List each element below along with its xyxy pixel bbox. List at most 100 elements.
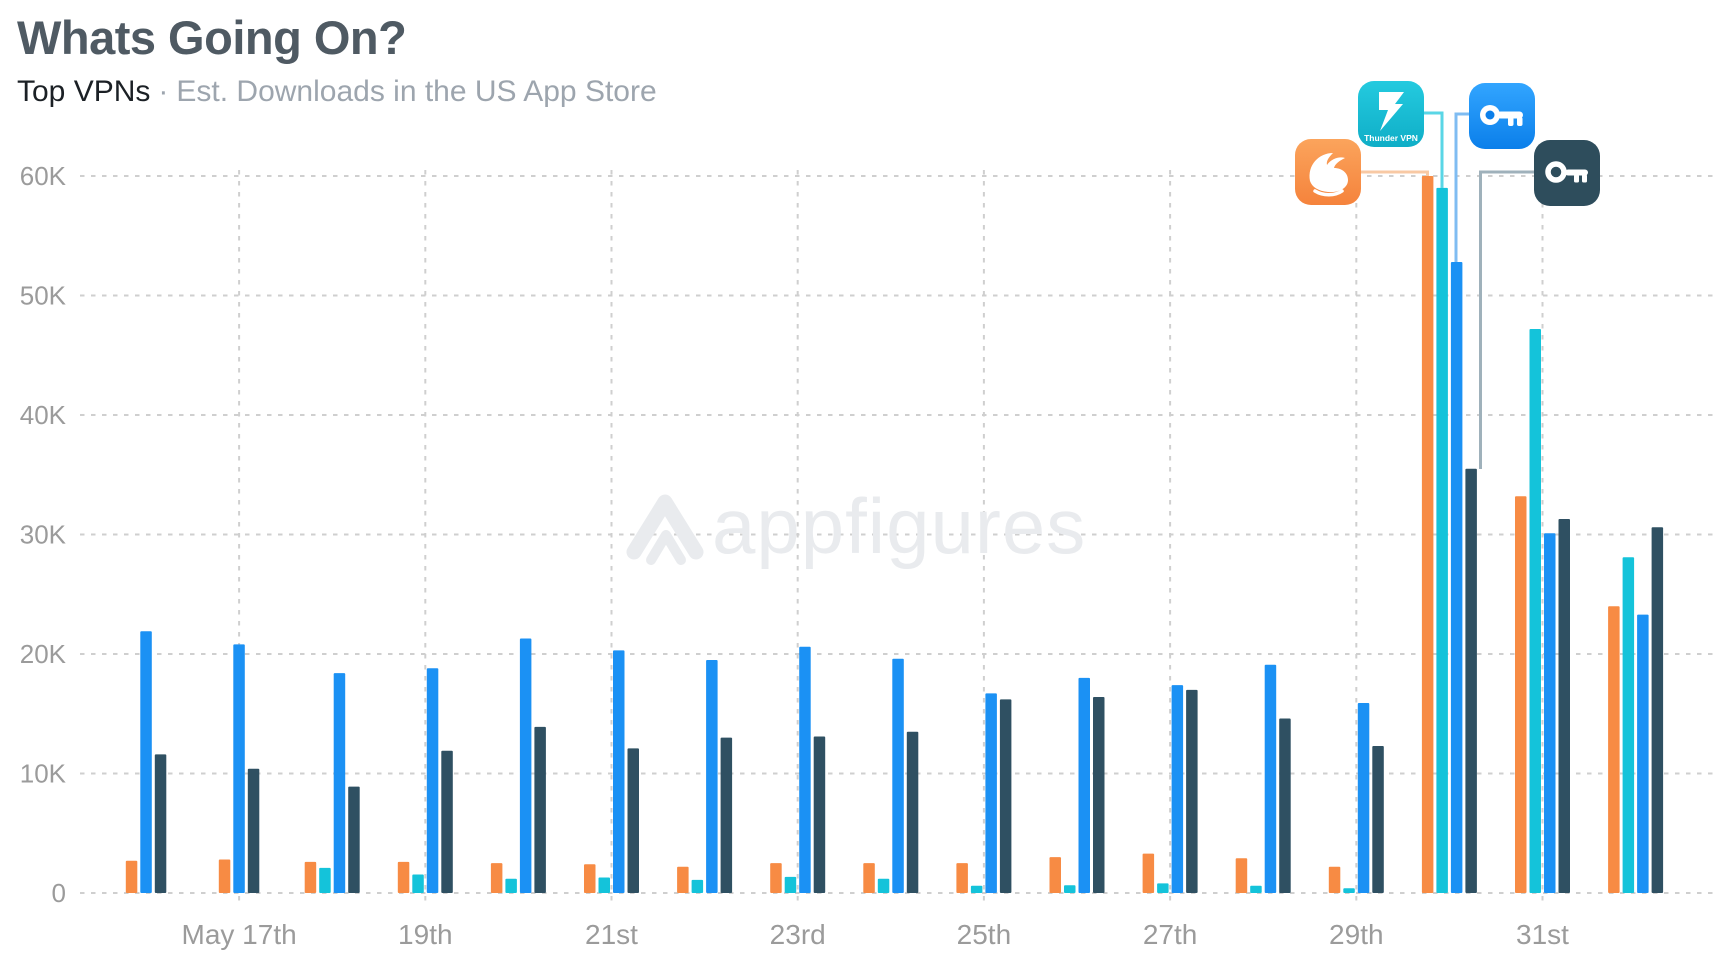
bar-thunder[interactable]	[598, 877, 611, 894]
bar-dark_key[interactable]	[1651, 527, 1664, 893]
subtitle-secondary: Est. Downloads in the US App Store	[176, 75, 657, 108]
bar-dark_key[interactable]	[441, 750, 453, 893]
bar-turbo[interactable]	[490, 863, 503, 893]
bar-dark_key[interactable]	[1372, 746, 1384, 893]
bar-thunder[interactable]	[412, 874, 424, 894]
appfigures-logo-icon	[646, 530, 686, 565]
bar-turbo[interactable]	[1049, 857, 1062, 893]
blue-key-callout-line	[1454, 112, 1470, 262]
bar-turbo[interactable]	[125, 860, 138, 893]
bar-turbo[interactable]	[770, 863, 782, 893]
y-axis-tick-label: 50K	[20, 281, 67, 311]
bar-thunder[interactable]	[1436, 187, 1448, 893]
blue-key-icon[interactable]	[1469, 83, 1535, 149]
page-title: Whats Going On?	[17, 11, 407, 64]
appfigures-logo-icon	[626, 494, 704, 560]
bar-turbo[interactable]	[863, 863, 875, 893]
icon-callout-lines	[1361, 111, 1535, 469]
bar-dark_key[interactable]	[154, 754, 167, 893]
y-axis-tick-label: 0	[52, 878, 66, 908]
bar-blue_key[interactable]	[333, 673, 346, 893]
bar-dark_key[interactable]	[813, 736, 826, 894]
x-axis-tick-label: May 17th	[182, 919, 297, 950]
bar-turbo[interactable]	[1608, 606, 1620, 893]
bar-dark_key[interactable]	[627, 748, 640, 893]
dark-key-icon[interactable]	[1534, 140, 1600, 206]
bar-dark_key[interactable]	[1465, 468, 1477, 893]
bar-blue_key[interactable]	[985, 693, 997, 893]
dark-key-callout-line	[1479, 170, 1535, 469]
bar-turbo[interactable]	[304, 861, 317, 893]
bar-blue_key[interactable]	[1544, 533, 1556, 893]
x-axis-tick-label: 21st	[585, 919, 638, 950]
appfigures-watermark: appfigures	[626, 482, 1086, 570]
bar-thunder[interactable]	[1250, 885, 1262, 893]
bar-blue_key[interactable]	[799, 646, 811, 893]
turbo-callout-line	[1361, 170, 1429, 176]
bar-thunder[interactable]	[1157, 883, 1169, 893]
bar-thunder[interactable]	[784, 876, 797, 893]
bar-blue_key[interactable]	[892, 658, 904, 893]
bar-blue_key[interactable]	[1171, 685, 1184, 893]
bar-turbo[interactable]	[1328, 866, 1341, 893]
thunder-vpn-icon[interactable]: Thunder VPN	[1358, 81, 1424, 147]
x-axis-tick-label: 25th	[957, 919, 1012, 950]
bar-dark_key[interactable]	[247, 768, 260, 893]
y-axis-tick-label: 60K	[20, 161, 67, 191]
bar-turbo[interactable]	[584, 864, 596, 893]
subtitle-primary: Top VPNs	[17, 75, 151, 108]
bar-thunder[interactable]	[877, 878, 890, 893]
bar-thunder[interactable]	[1622, 557, 1635, 893]
bar-blue_key[interactable]	[140, 631, 152, 893]
y-axis-tick-label: 10K	[20, 759, 67, 789]
bar-dark_key[interactable]	[1093, 697, 1105, 893]
bar-thunder[interactable]	[319, 867, 331, 893]
bar-blue_key[interactable]	[1637, 614, 1649, 893]
bar-dark_key[interactable]	[348, 786, 360, 893]
bar-turbo[interactable]	[218, 859, 231, 894]
bar-turbo[interactable]	[1515, 496, 1527, 893]
bar-blue_key[interactable]	[613, 650, 625, 893]
bar-groups	[125, 176, 1664, 894]
bar-dark_key[interactable]	[720, 737, 733, 893]
bar-dark_key[interactable]	[906, 731, 919, 893]
bar-thunder[interactable]	[1064, 885, 1076, 893]
bar-turbo[interactable]	[1235, 858, 1248, 893]
bar-turbo[interactable]	[1421, 176, 1434, 893]
turbo-vpn-icon[interactable]	[1295, 139, 1361, 205]
bar-blue_key[interactable]	[1078, 677, 1091, 893]
bar-dark_key[interactable]	[1279, 718, 1291, 894]
bar-blue_key[interactable]	[706, 660, 718, 893]
y-axis-tick-label: 20K	[20, 639, 67, 669]
bar-turbo[interactable]	[1142, 853, 1155, 893]
bar-thunder[interactable]	[1529, 329, 1542, 893]
bar-dark_key[interactable]	[534, 726, 546, 893]
subtitle-separator: ·	[158, 75, 169, 108]
bar-blue_key[interactable]	[1357, 703, 1370, 893]
bar-blue_key[interactable]	[1450, 262, 1463, 893]
bar-turbo[interactable]	[677, 866, 689, 893]
bar-thunder[interactable]	[1343, 888, 1355, 893]
x-axis-tick-label: 29th	[1329, 919, 1384, 950]
bar-dark_key[interactable]	[1558, 519, 1571, 893]
x-axis-tick-label: 27th	[1143, 919, 1198, 950]
x-axis-tick-label: 23rd	[770, 919, 826, 950]
x-axis-tick-label: 31st	[1516, 919, 1569, 950]
bar-dark_key[interactable]	[1186, 689, 1198, 893]
bar-turbo[interactable]	[397, 861, 410, 893]
y-axis-tick-label: 40K	[20, 400, 67, 430]
bar-thunder[interactable]	[691, 879, 704, 893]
watermark-text: appfigures	[712, 482, 1086, 570]
bar-blue_key[interactable]	[1264, 664, 1277, 893]
bar-blue_key[interactable]	[519, 638, 532, 894]
bar-dark_key[interactable]	[999, 699, 1012, 893]
bar-turbo[interactable]	[956, 863, 968, 893]
y-axis-tick-label: 30K	[20, 520, 67, 550]
bar-thunder[interactable]	[970, 885, 983, 893]
bar-blue_key[interactable]	[426, 668, 439, 893]
bar-blue_key[interactable]	[233, 644, 245, 893]
bar-thunder[interactable]	[505, 878, 517, 893]
chart-subtitle: Top VPNs · Est. Downloads in the US App St…	[17, 75, 657, 109]
